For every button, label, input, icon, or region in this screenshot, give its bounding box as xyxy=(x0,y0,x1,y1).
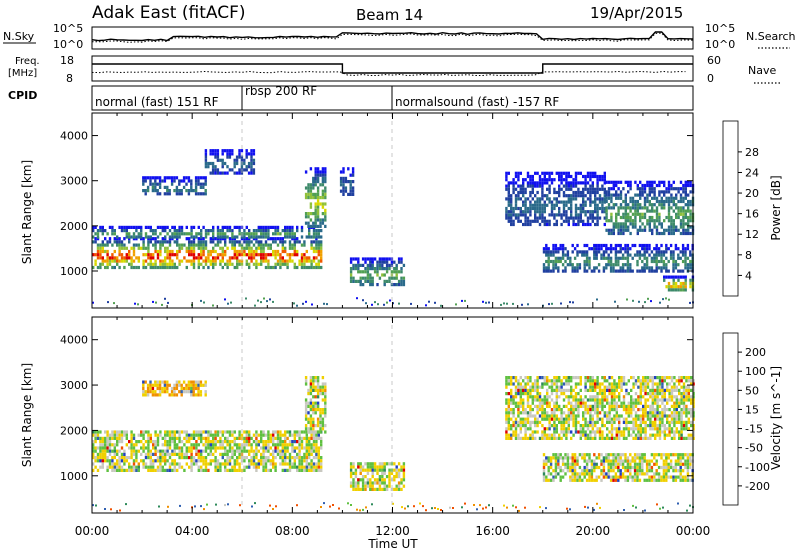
power-colorbar-tick-1: 4 xyxy=(745,269,752,282)
power-colorbar-tick-7: 28 xyxy=(745,146,759,159)
velocity-colorbar-tick-8: -200 xyxy=(745,480,770,493)
power-panel: 1000 2000 3000 4000 Slant Range [km] xyxy=(20,112,695,309)
velocity-ylabel: Slant Range [km] xyxy=(20,363,34,467)
noise-search-line xyxy=(92,32,694,43)
power-region-1 xyxy=(92,237,323,270)
velocity-data xyxy=(92,376,695,512)
cpid-segment-2: rbsp 200 RF xyxy=(245,84,317,98)
nave-tick-top: 60 xyxy=(707,54,721,67)
velocity-colorbar-label: Velocity [m s^-1] xyxy=(769,366,783,470)
power-y-tick-1000: 1000 xyxy=(60,265,88,278)
beam-title: Beam 14 xyxy=(356,6,423,24)
power-colorbar-tick-6: 24 xyxy=(745,166,759,179)
noise-left-tick-bottom: 10^0 xyxy=(53,38,83,51)
velocity-colorbar-tick-3: 50 xyxy=(745,384,759,397)
x-tick-3: 12:00 xyxy=(375,524,410,538)
power-region-4 xyxy=(204,149,256,175)
power-region-3 xyxy=(142,176,207,196)
velocity-colorbar: 200 100 50 15 -15 -50 -100 -200 Velocity [m s^-… xyxy=(722,332,783,506)
velocity-colorbar-tick-5: -15 xyxy=(745,423,763,436)
power-region-10 xyxy=(542,243,694,273)
vel-region-6 xyxy=(542,453,694,482)
x-axis: 00:00 04:00 08:00 12:00 16:00 20:00 00:00 xyxy=(75,524,711,538)
vel-y-tick-3000: 3000 xyxy=(60,379,88,392)
vel-region-5 xyxy=(505,376,695,440)
power-colorbar-tick-4: 16 xyxy=(745,208,759,221)
power-region-6 xyxy=(339,167,355,196)
cpid-label: CPID xyxy=(8,89,37,102)
x-tick-0: 00:00 xyxy=(75,524,110,538)
x-tick-4: 16:00 xyxy=(475,524,510,538)
power-region-8 xyxy=(505,171,606,227)
frequency-panel: Freq. [MHz] 18 8 60 0 Nave xyxy=(8,54,780,85)
velocity-colorbar-tick-1: 200 xyxy=(745,346,766,359)
velocity-colorbar-tick-2: 100 xyxy=(745,365,766,378)
velocity-panel: 1000 2000 3000 4000 Slant Range [km] xyxy=(20,316,695,514)
power-colorbar-tick-2: 8 xyxy=(745,249,752,262)
vel-region-1 xyxy=(92,430,323,472)
freq-tick-top: 18 xyxy=(60,54,74,67)
vel-y-tick-1000: 1000 xyxy=(60,470,88,483)
x-tick-5: 20:00 xyxy=(576,524,611,538)
cpid-row: CPID normal (fast) 151 RF rbsp 200 RF no… xyxy=(8,84,694,111)
power-y-tick-3000: 3000 xyxy=(60,175,88,188)
power-y-tick-4000: 4000 xyxy=(60,130,88,143)
power-region-5 xyxy=(304,167,327,228)
x-axis-label: Time UT xyxy=(367,537,418,551)
vel-region-2 xyxy=(142,380,207,397)
freq-unit-label: [MHz] xyxy=(8,68,37,79)
vel-y-tick-4000: 4000 xyxy=(60,334,88,347)
freq-tick-bottom: 8 xyxy=(66,72,73,85)
noise-sky-label: N.Sky xyxy=(3,30,35,43)
station-title: Adak East (fitACF) xyxy=(92,3,246,23)
date-title: 19/Apr/2015 xyxy=(590,4,683,22)
noise-panel: N.Sky 10^5 10^0 10^5 10^0 N.Search xyxy=(3,22,796,51)
noise-right-tick-top: 10^5 xyxy=(705,22,735,35)
power-colorbar: 4 8 12 16 20 24 28 Power [dB] xyxy=(722,120,783,297)
power-colorbar-tick-3: 12 xyxy=(745,228,759,241)
nave-tick-bottom: 0 xyxy=(707,72,714,85)
power-region-9 xyxy=(605,180,695,236)
x-tick-1: 04:00 xyxy=(175,524,210,538)
freq-label: Freq. xyxy=(15,56,40,67)
velocity-colorbar-tick-6: -50 xyxy=(745,442,763,455)
noise-left-tick-top: 10^5 xyxy=(53,22,83,35)
x-tick-6: 00:00 xyxy=(676,524,711,538)
vel-region-3 xyxy=(304,376,327,434)
power-ylabel: Slant Range [km] xyxy=(20,160,34,264)
nave-line xyxy=(91,70,686,77)
frequency-line xyxy=(92,63,693,74)
velocity-colorbar-tick-4: 15 xyxy=(745,403,759,416)
power-colorbar-tick-5: 20 xyxy=(745,187,759,200)
vel-y-tick-2000: 2000 xyxy=(60,424,88,437)
x-tick-2: 08:00 xyxy=(275,524,310,538)
power-data xyxy=(92,149,695,307)
power-y-tick-2000: 2000 xyxy=(60,220,88,233)
noise-right-tick-bottom: 10^0 xyxy=(705,38,735,51)
power-colorbar-label: Power [dB] xyxy=(769,175,783,240)
cpid-segment-3: normalsound (fast) -157 RF xyxy=(395,95,559,109)
noise-sky-line xyxy=(91,31,694,42)
noise-search-label: N.Search xyxy=(746,30,796,43)
velocity-colorbar-tick-7: -100 xyxy=(745,461,770,474)
nave-label: Nave xyxy=(748,64,776,77)
cpid-segment-1: normal (fast) 151 RF xyxy=(95,95,219,109)
